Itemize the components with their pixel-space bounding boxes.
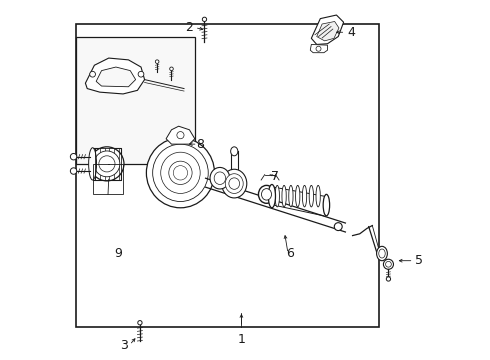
Ellipse shape	[316, 185, 320, 207]
Ellipse shape	[377, 246, 388, 261]
Ellipse shape	[90, 147, 124, 181]
Text: 3: 3	[121, 339, 128, 352]
Ellipse shape	[295, 185, 300, 207]
Text: 8: 8	[196, 138, 205, 150]
Ellipse shape	[383, 259, 393, 269]
Ellipse shape	[138, 71, 144, 77]
Text: 4: 4	[347, 27, 355, 40]
Ellipse shape	[94, 151, 120, 177]
Ellipse shape	[289, 185, 293, 207]
Text: 2: 2	[185, 21, 193, 34]
Polygon shape	[311, 15, 343, 44]
Ellipse shape	[161, 152, 200, 193]
Polygon shape	[317, 22, 339, 41]
Ellipse shape	[386, 261, 392, 267]
Bar	[93, 164, 123, 194]
Ellipse shape	[155, 60, 159, 63]
Text: 1: 1	[238, 333, 245, 346]
Ellipse shape	[282, 185, 286, 207]
Ellipse shape	[169, 161, 192, 184]
Ellipse shape	[89, 148, 97, 180]
Ellipse shape	[170, 67, 173, 71]
Text: 9: 9	[114, 247, 122, 260]
Ellipse shape	[138, 320, 142, 325]
Ellipse shape	[214, 172, 225, 184]
Bar	[93, 148, 121, 180]
Ellipse shape	[177, 132, 184, 139]
Ellipse shape	[221, 169, 247, 198]
Bar	[76, 24, 379, 327]
Ellipse shape	[323, 194, 330, 216]
Ellipse shape	[173, 166, 188, 180]
Polygon shape	[166, 126, 195, 144]
Polygon shape	[85, 58, 145, 94]
Text: 5: 5	[416, 254, 423, 267]
Ellipse shape	[379, 249, 385, 258]
Polygon shape	[96, 67, 136, 87]
Ellipse shape	[258, 185, 274, 203]
Ellipse shape	[302, 185, 307, 207]
Bar	[96, 148, 121, 180]
Text: 7: 7	[271, 170, 279, 183]
Ellipse shape	[99, 156, 115, 172]
Ellipse shape	[153, 144, 208, 202]
Ellipse shape	[231, 147, 238, 156]
Ellipse shape	[71, 153, 77, 160]
Polygon shape	[310, 44, 327, 53]
Ellipse shape	[316, 46, 321, 51]
Ellipse shape	[262, 189, 271, 200]
Ellipse shape	[225, 174, 243, 193]
Ellipse shape	[386, 277, 391, 281]
Ellipse shape	[147, 138, 215, 208]
Ellipse shape	[275, 185, 279, 207]
Ellipse shape	[269, 184, 275, 208]
Ellipse shape	[309, 185, 314, 207]
Text: 6: 6	[286, 247, 294, 260]
Ellipse shape	[210, 167, 230, 189]
Ellipse shape	[202, 17, 207, 22]
Ellipse shape	[229, 178, 240, 189]
Ellipse shape	[71, 168, 77, 174]
Ellipse shape	[90, 71, 96, 77]
Bar	[76, 37, 195, 164]
Ellipse shape	[334, 223, 342, 230]
